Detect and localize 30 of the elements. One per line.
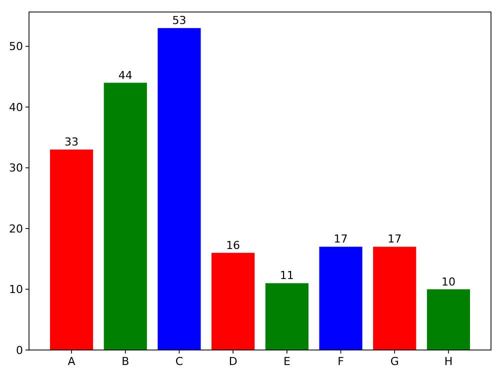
data-label: 33: [64, 136, 79, 149]
x-tick-label: E: [283, 355, 290, 368]
x-tick-label: C: [175, 355, 184, 368]
data-label: 53: [172, 14, 186, 28]
bar: [426, 289, 470, 350]
x-tick-label: D: [228, 355, 238, 368]
bar: [104, 82, 147, 350]
y-tick-label: 50: [9, 40, 23, 54]
x-tick-label: H: [444, 355, 453, 368]
y-tick-label: 40: [9, 100, 23, 114]
x-tick-label: B: [122, 355, 130, 368]
data-label: 44: [118, 68, 132, 82]
data-label: 11: [280, 269, 294, 282]
x-tick-label: A: [68, 355, 76, 368]
data-label: 16: [226, 238, 240, 252]
bar: [319, 246, 362, 350]
data-label: 17: [334, 232, 348, 246]
x-tick-label: F: [338, 355, 344, 368]
data-label: 10: [441, 275, 456, 288]
bar: [265, 283, 308, 350]
x-tick-label: G: [390, 355, 399, 368]
y-tick-label: 30: [9, 162, 23, 175]
y-tick-label: 0: [16, 344, 23, 357]
data-label: 17: [388, 232, 402, 246]
bar: [373, 246, 416, 350]
bar: [212, 252, 255, 350]
bar: [50, 150, 94, 350]
bar: [158, 28, 201, 350]
y-tick-label: 20: [9, 222, 23, 236]
y-tick-label: 10: [9, 283, 23, 296]
